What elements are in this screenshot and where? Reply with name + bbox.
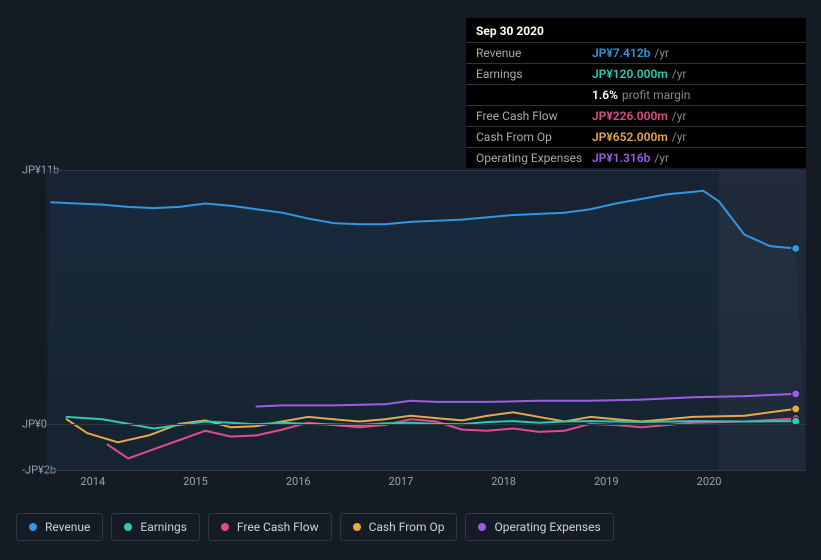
tooltip-unit: /yr bbox=[672, 130, 687, 144]
series-end-marker bbox=[792, 244, 800, 252]
tooltip-row: EarningsJP¥120.000m/yr bbox=[466, 63, 806, 84]
gridline bbox=[46, 470, 806, 471]
tooltip-row: Cash From OpJP¥652.000m/yr bbox=[466, 126, 806, 147]
legend-item[interactable]: Operating Expenses bbox=[465, 513, 613, 541]
x-axis-label: 2015 bbox=[183, 475, 208, 488]
tooltip-value: 1.6% bbox=[592, 88, 618, 102]
tooltip-row: Free Cash FlowJP¥226.000m/yr bbox=[466, 105, 806, 126]
data-tooltip: Sep 30 2020 RevenueJP¥7.412b/yrEarningsJ… bbox=[466, 18, 806, 168]
legend-swatch bbox=[221, 523, 229, 531]
legend-item[interactable]: Cash From Op bbox=[340, 513, 458, 541]
tooltip-row: RevenueJP¥7.412b/yr bbox=[466, 42, 806, 63]
y-axis-label: JP¥0 bbox=[22, 417, 47, 430]
legend-label: Revenue bbox=[45, 520, 90, 534]
tooltip-label: Cash From Op bbox=[476, 130, 592, 144]
x-axis-label: 2020 bbox=[697, 475, 722, 488]
tooltip-label: Free Cash Flow bbox=[476, 109, 592, 123]
financial-chart[interactable]: JP¥11bJP¥0-JP¥2b 20142015201620172018201… bbox=[16, 155, 806, 485]
tooltip-value: JP¥226.000m bbox=[592, 109, 668, 123]
x-axis-label: 2019 bbox=[594, 475, 619, 488]
legend-item[interactable]: Revenue bbox=[16, 513, 103, 541]
legend-swatch bbox=[124, 523, 132, 531]
legend-swatch bbox=[353, 523, 361, 531]
legend-label: Earnings bbox=[140, 520, 187, 534]
gridline bbox=[46, 424, 806, 425]
series-end-marker bbox=[792, 405, 800, 413]
plot-area[interactable] bbox=[46, 170, 806, 470]
tooltip-unit: /yr bbox=[654, 46, 669, 60]
chart-legend: Revenue Earnings Free Cash Flow Cash From O… bbox=[16, 513, 614, 541]
legend-label: Cash From Op bbox=[369, 520, 445, 534]
tooltip-value: JP¥652.000m bbox=[592, 130, 668, 144]
tooltip-unit: profit margin bbox=[622, 88, 690, 102]
tooltip-date: Sep 30 2020 bbox=[466, 18, 806, 42]
legend-item[interactable]: Free Cash Flow bbox=[208, 513, 332, 541]
tooltip-value: JP¥7.412b bbox=[592, 46, 650, 60]
tooltip-unit: /yr bbox=[672, 67, 687, 81]
tooltip-row: 1.6% profit margin bbox=[466, 84, 806, 105]
x-axis-label: 2018 bbox=[491, 475, 516, 488]
gridline bbox=[46, 170, 806, 171]
legend-swatch bbox=[478, 523, 486, 531]
tooltip-label: Revenue bbox=[476, 46, 592, 60]
legend-item[interactable]: Earnings bbox=[111, 513, 200, 541]
legend-label: Operating Expenses bbox=[494, 520, 600, 534]
tooltip-value: JP¥120.000m bbox=[592, 67, 668, 81]
series-end-marker bbox=[792, 390, 800, 398]
x-axis-label: 2017 bbox=[389, 475, 414, 488]
legend-label: Free Cash Flow bbox=[237, 520, 319, 534]
x-axis-label: 2016 bbox=[286, 475, 311, 488]
x-axis-label: 2014 bbox=[80, 475, 105, 488]
tooltip-unit: /yr bbox=[672, 109, 687, 123]
legend-swatch bbox=[29, 523, 37, 531]
tooltip-label: Earnings bbox=[476, 67, 592, 81]
